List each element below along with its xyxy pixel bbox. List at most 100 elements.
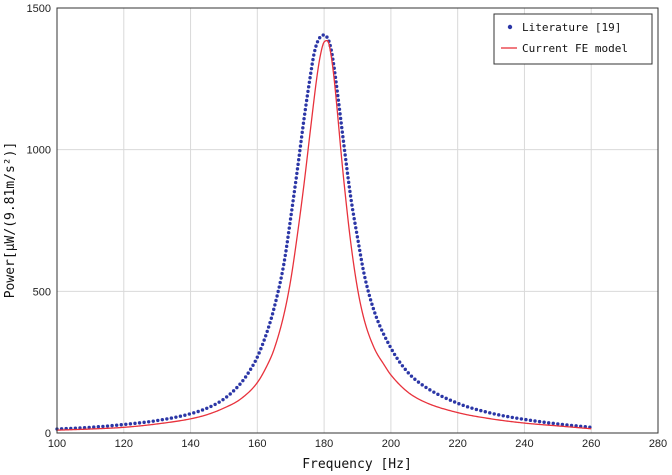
literature-data-point [301, 121, 306, 125]
literature-data-point [105, 424, 110, 428]
literature-data-point [338, 116, 343, 121]
x-tick-label: 160 [248, 438, 266, 450]
literature-data-point [342, 148, 347, 153]
literature-data-point [119, 423, 123, 427]
literature-data-point [290, 208, 294, 212]
literature-data-point [286, 230, 291, 235]
literature-data-point [318, 36, 322, 40]
literature-data-point [515, 416, 519, 420]
literature-data-point [305, 94, 309, 98]
literature-data-point [238, 382, 242, 386]
literature-data-point [371, 306, 376, 311]
literature-data-point [241, 378, 245, 383]
literature-data-point [364, 280, 368, 284]
literature-data-point [416, 380, 421, 384]
literature-data-point [221, 397, 225, 402]
literature-data-point [400, 364, 405, 368]
literature-data-point [253, 359, 257, 363]
x-tick-label: 220 [448, 438, 466, 450]
literature-data-point [213, 402, 217, 407]
literature-data-point [334, 80, 338, 84]
x-tick-label: 240 [515, 438, 533, 450]
literature-data-point [309, 71, 313, 75]
literature-data-point [432, 390, 436, 394]
literature-data-point [339, 121, 343, 125]
literature-data-point [565, 423, 569, 427]
literature-data-point [341, 139, 346, 143]
literature-data-point [406, 371, 410, 375]
literature-data-point [299, 139, 303, 144]
literature-data-point [128, 422, 133, 426]
literature-data-point [350, 207, 355, 212]
literature-data-point [285, 240, 290, 244]
literature-data-point [420, 383, 424, 387]
literature-data-point [283, 253, 287, 258]
literature-data-point [342, 144, 346, 148]
literature-data-point [151, 419, 155, 423]
literature-data-point [101, 424, 105, 429]
literature-data-point [304, 103, 308, 107]
literature-data-point [279, 276, 283, 280]
literature-data-point [311, 57, 315, 62]
x-tick-label: 120 [115, 438, 133, 450]
literature-data-point [272, 307, 276, 312]
literature-data-point [551, 421, 555, 426]
literature-data-point [282, 258, 287, 262]
literature-data-point [345, 166, 349, 171]
literature-data-point [295, 167, 300, 171]
legend-box [493, 13, 653, 65]
literature-data-point [436, 392, 440, 397]
literature-data-point [275, 294, 279, 298]
literature-data-point [269, 316, 274, 320]
literature-data-point [260, 342, 265, 347]
literature-data-point [156, 418, 160, 423]
literature-data-point [537, 419, 542, 424]
literature-data-point [290, 203, 295, 208]
literature-data-point [528, 418, 533, 423]
literature-data-point [274, 298, 278, 303]
literature-data-point [335, 89, 339, 93]
literature-data-point [228, 392, 232, 396]
x-tick-label: 140 [181, 438, 199, 450]
literature-data-point [533, 419, 537, 423]
literature-data-point [300, 130, 304, 135]
legend-marker-literature [507, 24, 513, 30]
series-line-fe-model [56, 39, 592, 431]
literature-data-point [358, 253, 363, 257]
literature-data-point [403, 367, 407, 372]
literature-data-point [174, 415, 178, 419]
literature-data-point [200, 408, 205, 412]
literature-data-point [344, 162, 349, 166]
literature-data-point [243, 375, 248, 379]
literature-data-point [183, 413, 187, 417]
legend-label-fe-model: Current FE model [522, 42, 628, 55]
literature-data-point [384, 336, 388, 340]
literature-data-point [257, 351, 261, 355]
literature-data-point [381, 332, 386, 336]
literature-data-point [524, 417, 528, 422]
literature-data-point [187, 412, 192, 416]
literature-data-point [288, 221, 292, 226]
x-tick-label: 260 [582, 438, 600, 450]
literature-data-point [306, 85, 311, 89]
literature-data-point [281, 267, 285, 271]
literature-data-point [87, 425, 91, 430]
literature-data-point [231, 389, 236, 393]
literature-data-point [302, 112, 307, 116]
literature-data-point [546, 421, 551, 425]
literature-data-point [287, 226, 291, 230]
literature-data-point [169, 416, 174, 420]
literature-data-point [277, 285, 281, 289]
literature-data-point [395, 356, 399, 360]
literature-data-point [337, 107, 342, 112]
literature-data-point [348, 194, 353, 198]
literature-data-point [306, 89, 310, 94]
literature-data-point [444, 396, 448, 401]
literature-data-point [262, 338, 266, 342]
literature-data-point [224, 395, 229, 399]
literature-data-point [196, 409, 200, 414]
literature-data-point [542, 420, 546, 424]
literature-data-point [289, 212, 293, 217]
literature-data-point [336, 98, 341, 102]
literature-data-point [347, 185, 351, 189]
